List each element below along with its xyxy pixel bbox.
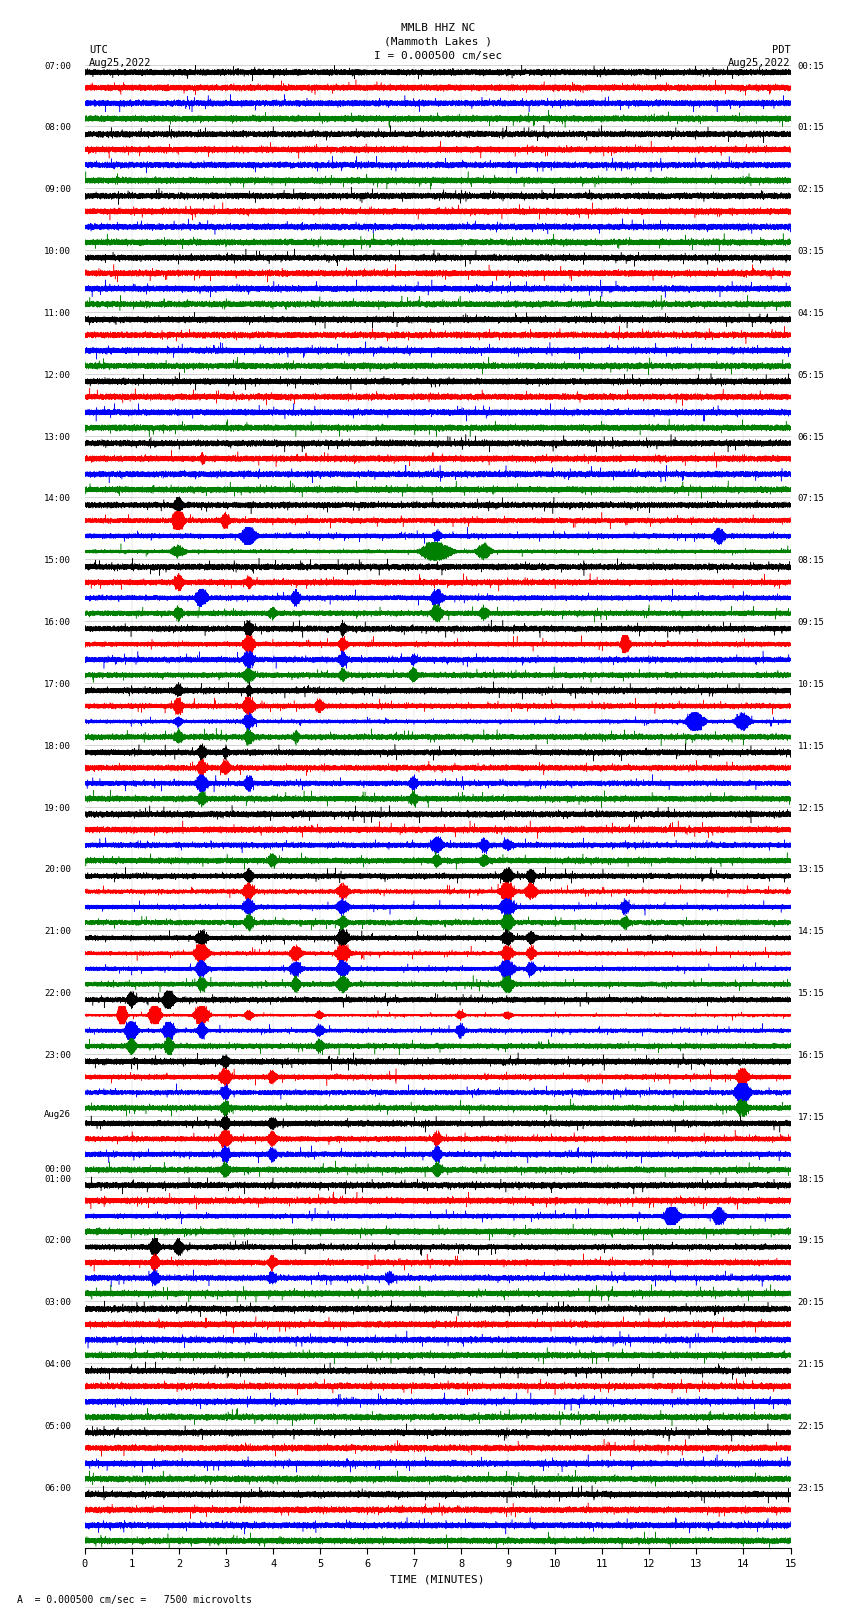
Text: 11:15: 11:15 — [797, 742, 824, 750]
Text: PDT: PDT — [772, 45, 791, 55]
Text: 14:15: 14:15 — [797, 927, 824, 936]
Text: 04:15: 04:15 — [797, 310, 824, 318]
Text: 09:00: 09:00 — [44, 185, 71, 194]
Text: 08:00: 08:00 — [44, 124, 71, 132]
Text: 09:15: 09:15 — [797, 618, 824, 627]
Text: Aug25,2022: Aug25,2022 — [89, 58, 152, 68]
Text: 08:15: 08:15 — [797, 556, 824, 565]
Text: 13:00: 13:00 — [44, 432, 71, 442]
Text: 00:00: 00:00 — [44, 1166, 71, 1174]
Text: 20:00: 20:00 — [44, 866, 71, 874]
Text: 05:15: 05:15 — [797, 371, 824, 379]
Text: 12:15: 12:15 — [797, 803, 824, 813]
Text: 21:00: 21:00 — [44, 927, 71, 936]
Text: 23:00: 23:00 — [44, 1052, 71, 1060]
Text: UTC: UTC — [89, 45, 108, 55]
Text: 15:15: 15:15 — [797, 989, 824, 998]
Text: 20:15: 20:15 — [797, 1298, 824, 1307]
Text: 16:00: 16:00 — [44, 618, 71, 627]
Text: Aug26: Aug26 — [44, 1110, 71, 1119]
X-axis label: TIME (MINUTES): TIME (MINUTES) — [390, 1574, 485, 1584]
Text: 22:00: 22:00 — [44, 989, 71, 998]
Text: 06:15: 06:15 — [797, 432, 824, 442]
Title: MMLB HHZ NC
(Mammoth Lakes )
I = 0.000500 cm/sec: MMLB HHZ NC (Mammoth Lakes ) I = 0.00050… — [374, 23, 502, 61]
Text: 03:15: 03:15 — [797, 247, 824, 256]
Text: 23:15: 23:15 — [797, 1484, 824, 1492]
Text: 02:00: 02:00 — [44, 1237, 71, 1245]
Text: 16:15: 16:15 — [797, 1052, 824, 1060]
Text: 07:00: 07:00 — [44, 61, 71, 71]
Text: 04:00: 04:00 — [44, 1360, 71, 1369]
Text: 05:00: 05:00 — [44, 1423, 71, 1431]
Text: 01:15: 01:15 — [797, 124, 824, 132]
Text: 11:00: 11:00 — [44, 310, 71, 318]
Text: 21:15: 21:15 — [797, 1360, 824, 1369]
Text: 10:00: 10:00 — [44, 247, 71, 256]
Text: A  = 0.000500 cm/sec =   7500 microvolts: A = 0.000500 cm/sec = 7500 microvolts — [17, 1595, 252, 1605]
Text: 19:15: 19:15 — [797, 1237, 824, 1245]
Text: 07:15: 07:15 — [797, 495, 824, 503]
Text: 00:15: 00:15 — [797, 61, 824, 71]
Text: Aug25,2022: Aug25,2022 — [728, 58, 791, 68]
Text: 18:00: 18:00 — [44, 742, 71, 750]
Text: 06:00: 06:00 — [44, 1484, 71, 1492]
Text: 03:00: 03:00 — [44, 1298, 71, 1307]
Text: 19:00: 19:00 — [44, 803, 71, 813]
Text: 17:15: 17:15 — [797, 1113, 824, 1121]
Text: 18:15: 18:15 — [797, 1174, 824, 1184]
Text: 02:15: 02:15 — [797, 185, 824, 194]
Text: 01:00: 01:00 — [44, 1174, 71, 1184]
Text: 22:15: 22:15 — [797, 1423, 824, 1431]
Text: 13:15: 13:15 — [797, 866, 824, 874]
Text: 14:00: 14:00 — [44, 495, 71, 503]
Text: 10:15: 10:15 — [797, 681, 824, 689]
Text: 12:00: 12:00 — [44, 371, 71, 379]
Text: 17:00: 17:00 — [44, 681, 71, 689]
Text: 15:00: 15:00 — [44, 556, 71, 565]
